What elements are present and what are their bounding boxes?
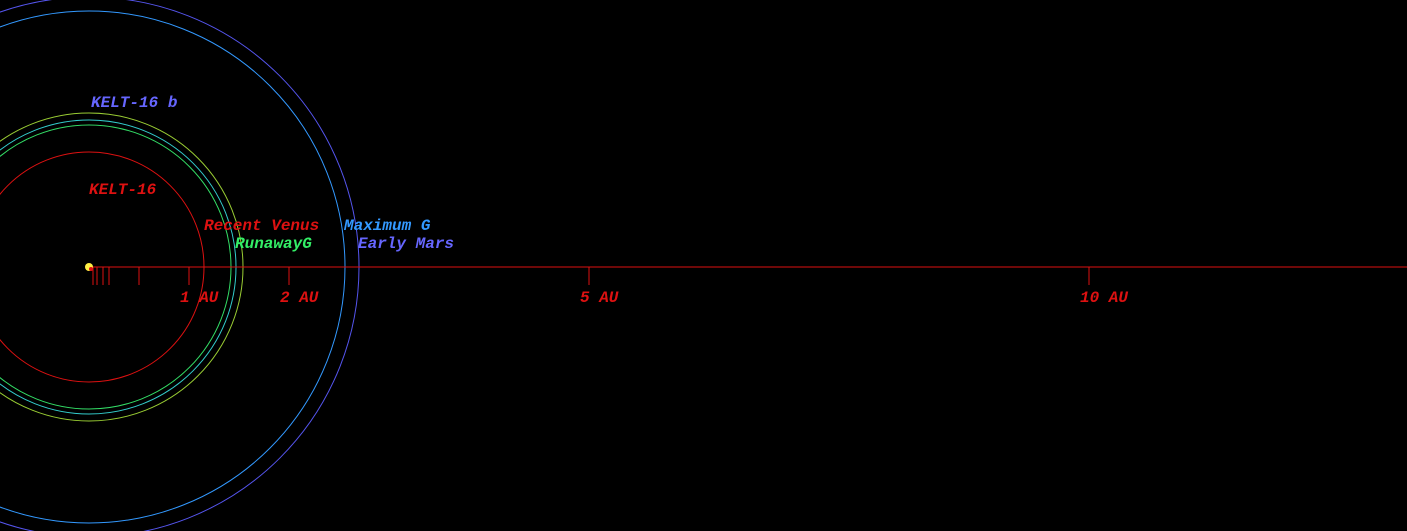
zone-label: Maximum G xyxy=(343,217,431,235)
axis-label: 1 AU xyxy=(180,289,219,307)
zone-label: Early Mars xyxy=(358,235,454,253)
zone-label: Recent Venus xyxy=(204,217,319,235)
axis-label: 10 AU xyxy=(1080,289,1128,307)
planet xyxy=(89,267,93,271)
star-label: KELT-16 xyxy=(89,181,157,199)
axis-ticks xyxy=(92,267,1090,285)
axis-label: 5 AU xyxy=(580,289,619,307)
planet-label: KELT-16 b xyxy=(91,94,178,112)
axis-label: 2 AU xyxy=(280,289,319,307)
zone-label: RunawayG xyxy=(235,235,312,253)
